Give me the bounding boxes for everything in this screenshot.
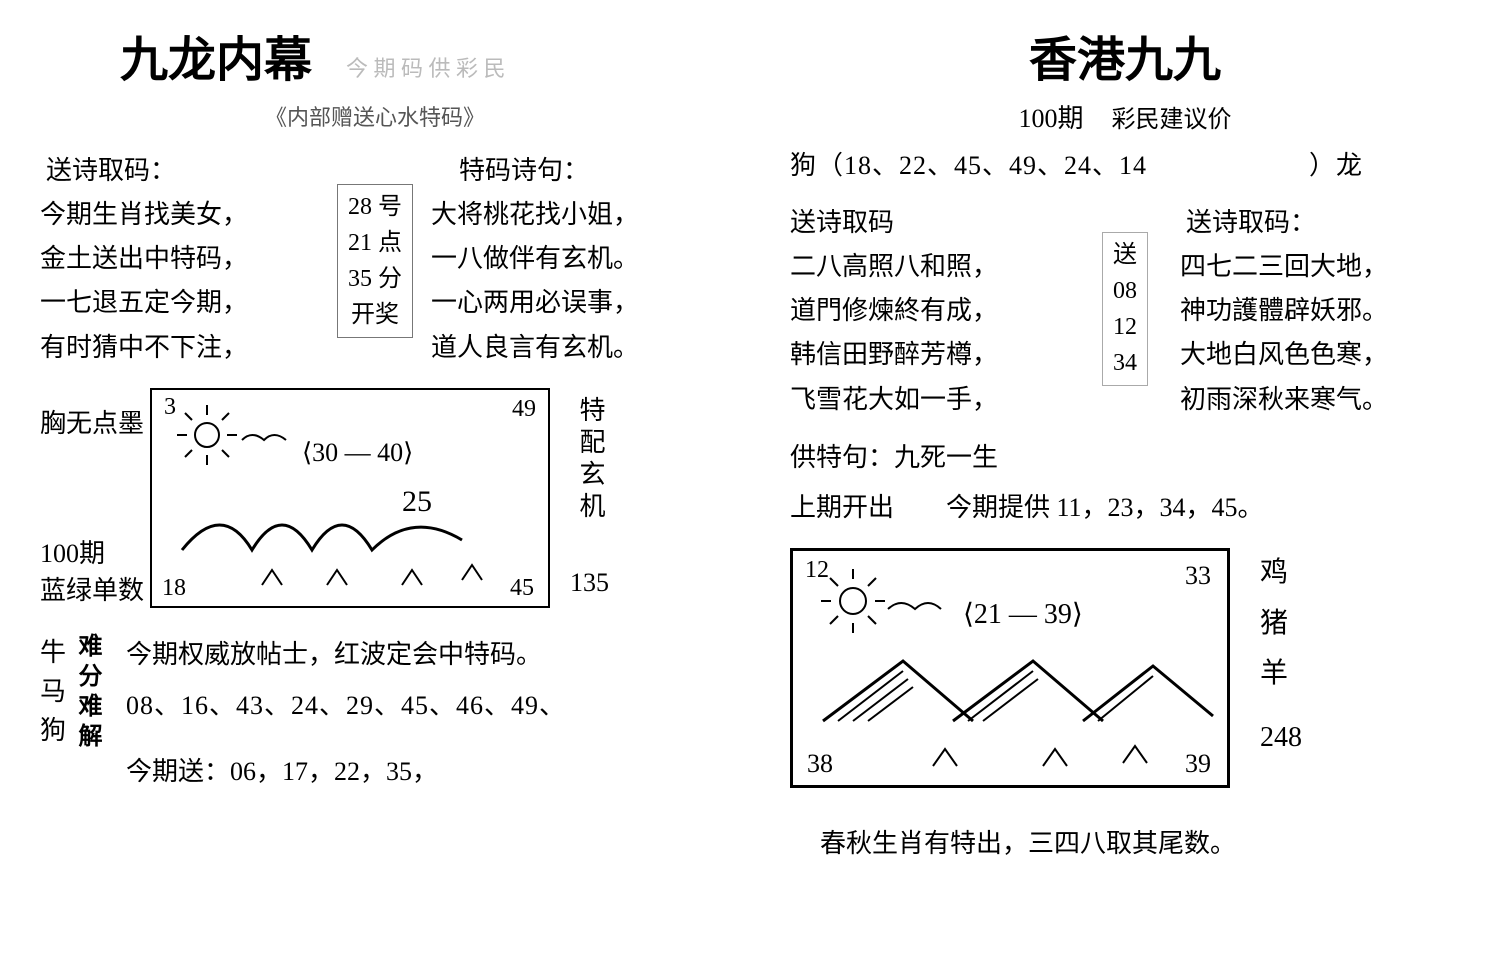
box-line: 28 号 — [348, 189, 402, 225]
box-line: 35 分 — [348, 261, 402, 297]
side-zodiac: 鸡 — [1260, 548, 1302, 598]
poem-line: 大地白风色色寒， — [1180, 333, 1460, 377]
send-line: 今期送：06，17，22，35， — [126, 750, 566, 794]
r-poem-left-label: 送诗取码 — [790, 202, 1084, 239]
box-line: 12 — [1113, 309, 1137, 345]
poem-line: 四七二三回大地， — [1180, 245, 1460, 289]
sketch-num: 25 — [402, 485, 432, 519]
side-zodiac: 猪 — [1260, 599, 1302, 649]
poem-line: 韩信田野醉芳樽， — [790, 333, 1084, 377]
sketch-range: ⟨21 — 39⟩ — [963, 597, 1083, 631]
box-line: 34 — [1113, 345, 1137, 381]
right-drawing: 12 33 ⟨21 — 39⟩ 38 39 — [790, 548, 1230, 788]
poem-line: 初雨深秋来寒气。 — [1180, 378, 1460, 422]
sketch-num: 49 — [512, 396, 536, 423]
zodiac: 狗 — [40, 711, 66, 750]
sketch-num: 3 — [164, 394, 176, 421]
idiom-top: 胸无点墨 — [40, 406, 150, 442]
sketch-icon — [152, 390, 552, 610]
zodiac: 马 — [40, 672, 66, 711]
side-zodiac: 羊 — [1260, 649, 1302, 699]
zodiac-col: 牛 马 狗 — [40, 633, 66, 753]
left-panel: 九龙内幕 今 期 码 供 彩 民 《内部赠送心水特码》 送诗取码： 今期生肖找美… — [0, 0, 750, 977]
right-footer: 春秋生肖有特出，三四八取其尾数。 — [820, 822, 1460, 866]
sketch-num: 39 — [1185, 749, 1211, 779]
sketch-num: 12 — [805, 557, 829, 584]
sketch-num: 38 — [807, 749, 833, 779]
price-label: 彩民建议价 — [1112, 99, 1232, 134]
left-color-hint: 蓝绿单数 — [40, 573, 150, 609]
idiom-bottom: 难分难解 — [70, 633, 105, 753]
left-right-vert: 特配玄机 — [570, 396, 609, 524]
tip-line: 今期权威放帖士，红波定会中特码。 — [126, 633, 566, 677]
poem-line: 有时猜中不下注， — [40, 326, 319, 370]
left-subtitle: 《内部赠送心水特码》 — [40, 100, 710, 132]
sketch-num: 33 — [1185, 561, 1211, 591]
zodiac: 牛 — [40, 633, 66, 672]
box-line: 08 — [1113, 273, 1137, 309]
poem-line: 一心两用必误事， — [431, 281, 710, 325]
poem-line: 二八高照八和照， — [790, 245, 1084, 289]
box-line: 送 — [1113, 237, 1137, 273]
poem-line: 道人良言有玄机。 — [431, 326, 710, 370]
right-poem-label: 特码诗句： — [459, 150, 710, 187]
sketch-icon — [793, 551, 1233, 791]
box-line: 21 点 — [348, 225, 402, 261]
r-poem-left: 二八高照八和照， 道門修煉終有成， 韩信田野醉芳樽， 飞雪花大如一手， — [790, 245, 1084, 422]
poem-line: 神功護體辟妖邪。 — [1180, 289, 1460, 333]
sketch-num: 45 — [510, 575, 534, 602]
left-title: 九龙内幕 — [120, 20, 312, 90]
poem-line: 一七退五定今期， — [40, 281, 319, 325]
left-period: 100期 — [40, 536, 150, 572]
right-period: 100期 — [1018, 98, 1083, 135]
right-panel: 香港九九 100期 彩民建议价 狗（18、22、45、49、24、14 ）龙 送… — [750, 0, 1500, 977]
r-poem-right-label: 送诗取码： — [1186, 202, 1460, 239]
left-drawing: 3 49 ⟨30 — 40⟩ 25 18 45 — [150, 388, 550, 608]
side-num: 248 — [1260, 713, 1302, 763]
right-title: 香港九九 — [790, 20, 1460, 90]
r-center-box: 送 08 12 34 — [1102, 232, 1148, 386]
sketch-num: 18 — [162, 575, 186, 602]
poem-line: 金土送出中特码， — [40, 237, 319, 281]
poem-line: 道門修煉終有成， — [790, 289, 1084, 333]
poem-line: 一八做伴有玄机。 — [431, 237, 710, 281]
left-center-box: 28 号 21 点 35 分 开奖 — [337, 184, 413, 338]
left-title-faint: 今 期 码 供 彩 民 — [324, 51, 506, 83]
right-poem: 大将桃花找小姐， 一八做伴有玄机。 一心两用必误事， 道人良言有玄机。 — [431, 193, 710, 370]
left-poem-label: 送诗取码： — [46, 150, 319, 187]
poem-line: 飞雪花大如一手， — [790, 378, 1084, 422]
r-poem-right: 四七二三回大地， 神功護體辟妖邪。 大地白风色色寒， 初雨深秋来寒气。 — [1180, 245, 1460, 422]
tip-nums: 08、16、43、24、29、45、46、49、 — [126, 685, 566, 722]
left-poem: 今期生肖找美女， 金土送出中特码， 一七退五定今期， 有时猜中不下注， — [40, 193, 319, 370]
poem-line: 大将桃花找小姐， — [431, 193, 710, 237]
zodiac-line: 狗（18、22、45、49、24、14 ）龙 — [790, 145, 1460, 182]
special-line: 供特句：九死一生 — [790, 436, 1460, 480]
poem-line: 今期生肖找美女， — [40, 193, 319, 237]
box-line: 开奖 — [348, 297, 402, 333]
sketch-range: ⟨30 — 40⟩ — [302, 438, 413, 468]
prev-line: 上期开出 今期提供 11，23，34，45。 — [790, 486, 1460, 530]
left-right-num: 135 — [570, 565, 609, 601]
